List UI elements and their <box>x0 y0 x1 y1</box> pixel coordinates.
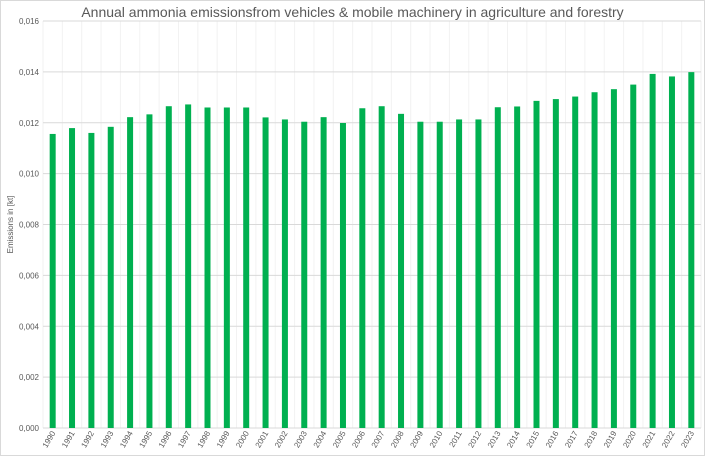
bar <box>552 99 559 428</box>
y-tick-label: 0,008 <box>19 221 40 230</box>
bar <box>359 108 366 429</box>
bar <box>107 126 114 428</box>
x-tick-label: 2014 <box>505 429 522 449</box>
x-tick-label: 2007 <box>370 429 387 449</box>
x-tick-label: 2002 <box>273 429 290 449</box>
y-tick-label: 0,010 <box>19 170 40 179</box>
bar <box>320 117 327 428</box>
x-tick-label: 2009 <box>408 429 425 449</box>
y-tick-label: 0,006 <box>19 271 40 280</box>
bar <box>204 107 211 429</box>
x-tick-label: 2010 <box>428 429 445 449</box>
x-tick-label: 2015 <box>525 429 542 449</box>
x-tick-label: 1999 <box>215 429 232 449</box>
y-tick-label: 0,012 <box>19 119 40 128</box>
bar <box>649 73 656 428</box>
x-tick-label: 2016 <box>544 429 561 449</box>
bar <box>146 114 153 428</box>
y-tick-label: 0,014 <box>19 68 40 77</box>
x-tick-label: 1997 <box>176 429 193 449</box>
x-tick-label: 2012 <box>466 429 483 449</box>
bar <box>475 119 482 429</box>
bar <box>688 72 695 429</box>
x-tick-label: 2020 <box>621 429 638 449</box>
x-tick-label: 2000 <box>234 429 251 449</box>
y-tick-label: 0,000 <box>19 424 40 433</box>
y-tick-label: 0,004 <box>19 322 40 331</box>
bar <box>591 92 598 428</box>
x-tick-label: 1991 <box>60 429 77 449</box>
y-axis-label: Emissions in [kt] <box>6 196 15 254</box>
x-tick-label: 2018 <box>583 429 600 449</box>
x-tick-label: 1993 <box>99 429 116 449</box>
bar <box>69 128 76 429</box>
bar <box>262 117 269 428</box>
x-tick-label: 1994 <box>118 429 135 449</box>
bar <box>243 107 250 429</box>
x-tick-label: 1995 <box>137 429 154 449</box>
bar <box>88 132 95 429</box>
bar <box>398 113 405 429</box>
x-tick-label: 1992 <box>79 429 96 449</box>
x-tick-label: 2003 <box>292 429 309 449</box>
x-tick-label: 1996 <box>157 429 174 449</box>
bar <box>49 133 56 428</box>
bar <box>165 106 172 428</box>
bar <box>417 121 424 429</box>
x-tick-label: 2019 <box>602 429 619 449</box>
bar <box>494 107 501 428</box>
bar <box>223 107 230 429</box>
x-tick-label: 2004 <box>312 429 329 449</box>
x-tick-label: 2022 <box>660 429 677 449</box>
y-tick-label: 0,002 <box>19 373 40 382</box>
bar <box>339 123 346 429</box>
x-tick-label: 2017 <box>563 429 580 449</box>
x-tick-label: 2005 <box>331 429 348 449</box>
x-tick-label: 2001 <box>254 429 271 449</box>
bar <box>378 106 385 428</box>
x-tick-label: 2023 <box>679 429 696 449</box>
bar <box>572 96 579 428</box>
bar <box>514 106 521 428</box>
bar <box>301 121 308 429</box>
chart-title: Annual ammonia emissionsfrom vehicles & … <box>81 4 624 20</box>
x-tick-label: 2013 <box>486 429 503 449</box>
bar <box>610 89 617 429</box>
bar <box>533 100 540 428</box>
x-tick-label: 2006 <box>350 429 367 449</box>
x-tick-label: 1990 <box>41 429 58 449</box>
x-tick-label: 2021 <box>641 429 658 449</box>
bar <box>630 84 637 428</box>
x-tick-label: 1998 <box>196 429 213 449</box>
bar <box>436 121 443 429</box>
x-tick-label: 2008 <box>389 429 406 449</box>
bar <box>127 117 134 428</box>
bar <box>185 104 192 428</box>
bar <box>281 119 288 429</box>
bar <box>668 76 675 429</box>
y-tick-label: 0,016 <box>19 17 40 26</box>
x-tick-label: 2011 <box>447 429 464 449</box>
bar <box>456 119 463 429</box>
